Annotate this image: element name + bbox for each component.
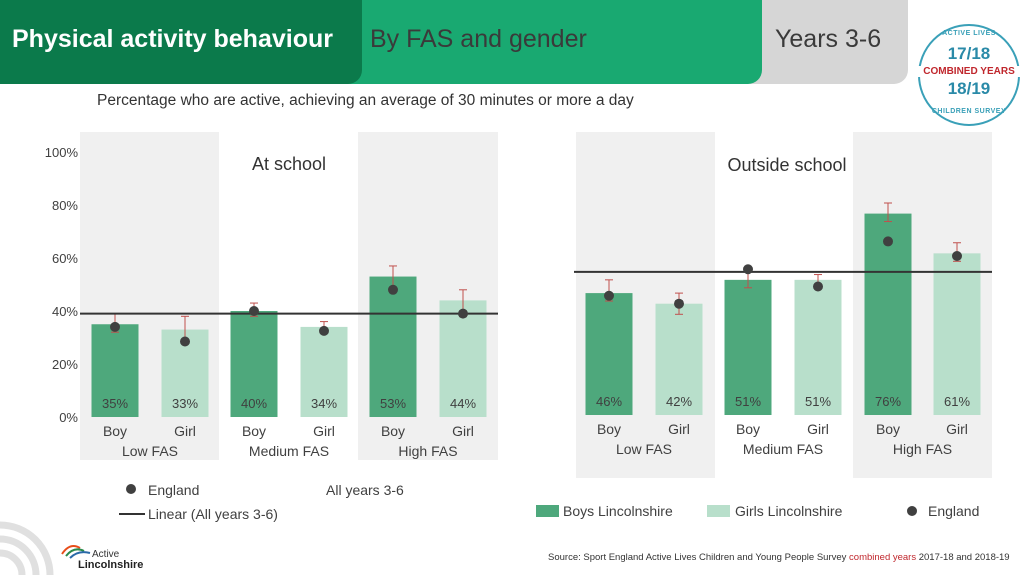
x-group-label: Low FAS	[616, 441, 672, 457]
logo-line-1: Active	[92, 549, 120, 560]
legend-linear-label: Linear (All years 3-6)	[148, 506, 278, 522]
england-marker	[883, 236, 893, 247]
x-category-label: Girl	[807, 421, 829, 437]
bar-value-label: 34%	[311, 396, 337, 411]
england-marker	[249, 306, 259, 316]
legend-england-marker	[126, 484, 136, 494]
legend-england-right-label: England	[928, 503, 979, 519]
y-tick-label: 40%	[52, 304, 78, 319]
legend-boys-label: Boys Lincolnshire	[563, 503, 673, 519]
header-subtitle: By FAS and gender	[330, 0, 762, 84]
england-marker	[743, 264, 753, 275]
source-prefix: Source: Sport England Active Lives Child…	[548, 552, 850, 563]
legend-all-years-label: All years 3-6	[326, 482, 404, 498]
bar-value-label: 44%	[450, 396, 476, 411]
decorative-arcs-icon	[0, 521, 54, 575]
bar-girl	[300, 326, 348, 417]
legend-boys-swatch	[536, 505, 559, 517]
bar-boy	[864, 213, 912, 415]
x-category-label: Boy	[103, 423, 127, 439]
x-category-label: Girl	[174, 423, 196, 439]
england-marker	[674, 298, 684, 309]
bar-girl	[439, 300, 487, 417]
chart-2-title: Outside school	[727, 155, 846, 175]
bar-value-label: 76%	[875, 394, 901, 409]
header-title: Physical activity behaviour	[0, 0, 362, 84]
x-group-label: High FAS	[398, 443, 457, 459]
y-tick-label: 60%	[52, 251, 78, 266]
x-category-label: Girl	[668, 421, 690, 437]
badge-bottom-text: CHILDREN SURVEY	[931, 108, 1007, 115]
chart-1-title: At school	[252, 154, 326, 174]
legend-england-label: England	[148, 482, 199, 498]
england-marker	[604, 290, 614, 301]
x-category-label: Boy	[597, 421, 621, 437]
england-marker	[319, 325, 329, 336]
badge-top-text: ACTIVE LIVES	[942, 30, 996, 37]
bar-value-label: 51%	[735, 394, 761, 409]
x-group-label: Medium FAS	[743, 441, 823, 457]
bar-boy	[91, 324, 139, 417]
logo-line-2: Lincolnshire	[78, 559, 144, 571]
y-tick-label: 80%	[52, 198, 78, 213]
bar-boy	[585, 293, 633, 415]
y-tick-label: 20%	[52, 357, 78, 372]
bar-value-label: 42%	[666, 394, 692, 409]
chart-subtitle: Percentage who are active, achieving an …	[97, 92, 634, 109]
bar-value-label: 51%	[805, 394, 831, 409]
legend-england-right-marker	[907, 506, 917, 516]
bar-boy	[724, 279, 772, 415]
bar-girl	[933, 253, 981, 415]
bar-value-label: 40%	[241, 396, 267, 411]
bar-girl	[655, 303, 703, 415]
england-marker	[180, 336, 190, 347]
source-highlight: combined years	[849, 552, 917, 563]
badge-year-2: 18/19	[947, 79, 991, 98]
x-group-label: High FAS	[893, 441, 952, 457]
y-tick-label: 100%	[45, 145, 79, 160]
england-marker	[458, 308, 468, 319]
header-years: Years 3-6	[740, 0, 908, 84]
bar-girl	[794, 279, 842, 415]
active-lincolnshire-logo: Active Lincolnshire	[60, 540, 160, 572]
england-marker	[388, 284, 398, 295]
bar-boy	[230, 311, 278, 417]
bar-value-label: 61%	[944, 394, 970, 409]
bar-value-label: 35%	[102, 396, 128, 411]
bar-value-label: 33%	[172, 396, 198, 411]
survey-badge: ACTIVE LIVES 17/18 COMBINED YEARS 18/19 …	[918, 24, 1020, 126]
source-suffix: 2017-18 and 2018-19	[916, 552, 1010, 563]
badge-year-1: 17/18	[947, 44, 991, 63]
bar-boy	[369, 276, 417, 417]
x-group-label: Medium FAS	[249, 443, 329, 459]
england-marker	[110, 321, 120, 332]
bar-value-label: 46%	[596, 394, 622, 409]
england-marker	[813, 281, 823, 292]
x-category-label: Girl	[452, 423, 474, 439]
x-category-label: Boy	[736, 421, 760, 437]
x-group-label: Low FAS	[122, 443, 178, 459]
logo-swoosh-icon	[61, 545, 91, 559]
source-note: Source: Sport England Active Lives Child…	[548, 552, 1010, 563]
x-category-label: Boy	[242, 423, 266, 439]
x-category-label: Boy	[381, 423, 405, 439]
x-category-label: Boy	[876, 421, 900, 437]
legend-girls-label: Girls Lincolnshire	[735, 503, 843, 519]
badge-combined: COMBINED YEARS	[918, 66, 1020, 77]
x-category-label: Girl	[946, 421, 968, 437]
england-marker	[952, 251, 962, 261]
y-tick-label: 0%	[59, 410, 78, 425]
legend-girls-swatch	[707, 505, 730, 517]
bar-value-label: 53%	[380, 396, 406, 411]
x-category-label: Girl	[313, 423, 335, 439]
